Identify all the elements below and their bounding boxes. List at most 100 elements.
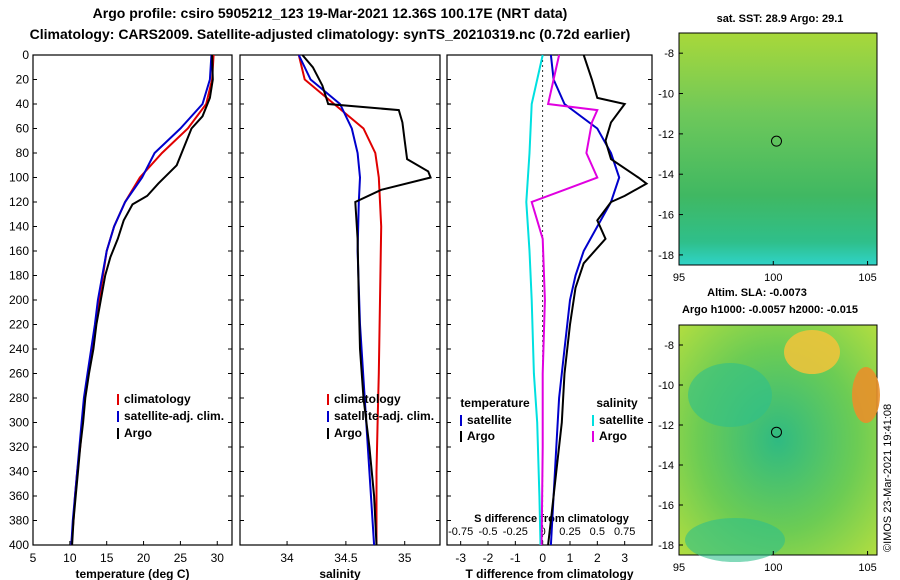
x-tick-label: 2 [594, 551, 601, 565]
x-tick-label: -3 [455, 551, 466, 565]
x-tick-label: 34.5 [334, 551, 358, 565]
series-line-argo [301, 54, 432, 546]
map-y-tick-label: -8 [664, 340, 674, 352]
depth-tick-label: 400 [9, 538, 29, 552]
series-line-s-satellite [525, 54, 544, 546]
legend-label: climatology [334, 392, 401, 406]
argo-location-marker [770, 135, 782, 147]
legend-label: Argo [124, 426, 152, 440]
map-y-tick-label: -18 [658, 540, 674, 552]
depth-tick-label: 380 [9, 514, 29, 528]
s-tick-label: -0.25 [503, 526, 528, 538]
map-y-tick-label: -12 [658, 129, 674, 141]
depth-tick-label: 280 [9, 391, 29, 405]
depth-tick-label: 20 [16, 73, 30, 87]
depth-tick-label: 160 [9, 244, 29, 258]
map-anomaly-low [688, 363, 772, 427]
map-sla-label-2: Argo h1000: -0.0057 h2000: -0.015 [682, 304, 858, 316]
series-line-argo [71, 54, 214, 546]
depth-tick-label: 320 [9, 440, 29, 454]
map-x-tick-label: 95 [673, 272, 685, 284]
x-tick-label: 34 [280, 551, 294, 565]
plot-frame-difference [446, 54, 653, 546]
depth-tick-label: 200 [9, 293, 29, 307]
map-x-tick-label: 100 [764, 272, 782, 284]
map-field-1 [678, 32, 878, 266]
map-x-tick-label: 100 [764, 562, 782, 574]
x-axis-label-salinity: salinity [319, 567, 361, 580]
map-anomaly-high [852, 367, 880, 423]
map-y-tick-label: -10 [658, 380, 674, 392]
x-axis-label-temperature: temperature (deg C) [75, 567, 189, 580]
s-tick-label: 0.75 [614, 526, 635, 538]
legend-label: Argo [334, 426, 362, 440]
s-tick-label: -0.75 [448, 526, 473, 538]
credit-label: ©IMOS 23-Mar-2021 19:41:08 [882, 403, 894, 552]
depth-tick-label: 260 [9, 367, 29, 381]
plot-frame-salinity [239, 54, 441, 546]
map-sst-label: sat. SST: 28.9 Argo: 29.1 [717, 13, 844, 25]
map-y-tick-label: -12 [658, 420, 674, 432]
depth-tick-label: 40 [16, 97, 30, 111]
x-tick-label: 5 [30, 551, 37, 565]
x-tick-label: 30 [211, 551, 225, 565]
legend-label: satellite-adj. clim. [124, 409, 224, 423]
series-line-climatology [297, 54, 383, 545]
depth-tick-label: 180 [9, 269, 29, 283]
legend-label: satellite [467, 413, 512, 427]
depth-tick-label: 220 [9, 318, 29, 332]
series-line-t-argo [547, 54, 649, 546]
s-tick-label: -0.5 [479, 526, 498, 538]
x-tick-label: -2 [483, 551, 494, 565]
map-y-tick-label: -8 [664, 48, 674, 60]
map-y-tick-label: -18 [658, 250, 674, 262]
legend-label: Argo [599, 429, 627, 443]
x-tick-label: 15 [100, 551, 114, 565]
map-y-tick-label: -14 [658, 169, 674, 181]
depth-tick-label: 360 [9, 489, 29, 503]
map-y-tick-label: -10 [658, 89, 674, 101]
x-tick-label: 0 [539, 551, 546, 565]
x-tick-label: 25 [174, 551, 188, 565]
map-anomaly-high [784, 330, 840, 374]
depth-tick-label: 240 [9, 342, 29, 356]
s-tick-label: 0.5 [590, 526, 605, 538]
title-line-2: Climatology: CARS2009. Satellite-adjuste… [29, 26, 631, 42]
legend-label: Argo [467, 429, 495, 443]
map-x-tick-label: 105 [858, 272, 876, 284]
x-axis-label-difference: T difference from climatology [465, 567, 633, 580]
x-tick-label: 1 [567, 551, 574, 565]
argo-location-marker [770, 426, 782, 438]
depth-tick-label: 300 [9, 416, 29, 430]
depth-tick-label: 120 [9, 195, 29, 209]
series-line-s-argo [530, 54, 599, 546]
legend-title-temperature: temperature [460, 396, 530, 410]
series-line-t-satellite [549, 54, 621, 546]
legend-label: satellite [599, 413, 644, 427]
map-field-2 [678, 324, 878, 556]
x-tick-label: 10 [63, 551, 77, 565]
map-y-tick-label: -16 [658, 210, 674, 222]
map-sla-label-1: Altim. SLA: -0.0073 [707, 287, 807, 299]
plot-frame-temperature [32, 54, 233, 546]
map-x-tick-label: 95 [673, 562, 685, 574]
map-y-tick-label: -14 [658, 460, 674, 472]
x-tick-label: 3 [621, 551, 628, 565]
x-tick-label: 20 [137, 551, 151, 565]
depth-tick-label: 340 [9, 465, 29, 479]
map-x-tick-label: 105 [858, 562, 876, 574]
legend-label: satellite-adj. clim. [334, 409, 434, 423]
map-y-tick-label: -16 [658, 500, 674, 512]
depth-tick-label: 60 [16, 122, 30, 136]
legend-label: climatology [124, 392, 191, 406]
map-anomaly-low [685, 518, 785, 562]
x-tick-label: 35 [398, 551, 412, 565]
depth-tick-label: 100 [9, 171, 29, 185]
depth-tick-label: 80 [16, 146, 30, 160]
title-line-1: Argo profile: csiro 5905212_123 19-Mar-2… [92, 5, 568, 21]
depth-tick-label: 140 [9, 220, 29, 234]
depth-tick-label: 0 [22, 48, 29, 62]
s-tick-label: 0.25 [559, 526, 580, 538]
legend-title-salinity: salinity [596, 396, 638, 410]
